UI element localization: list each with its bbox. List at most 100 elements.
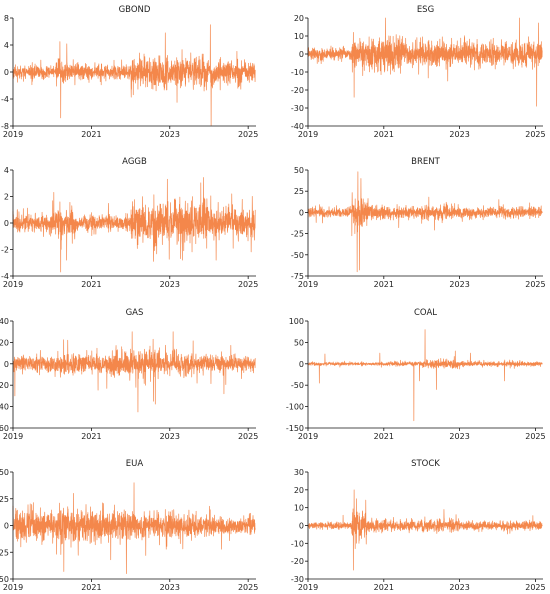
chart-title: COAL <box>414 308 437 318</box>
x-tick-label: 2019 <box>3 130 23 139</box>
chart-title: BRENT <box>411 157 440 167</box>
y-tick-label: 100 <box>289 317 304 326</box>
x-tick-label: 2023 <box>160 130 180 139</box>
y-tick-label: 0 <box>4 522 9 531</box>
x-tick-label: 2021 <box>81 130 101 139</box>
x-tick-label: 2021 <box>374 280 394 289</box>
x-tick-label: 2025 <box>525 432 545 441</box>
panel-aggb: AGGB -4 -2 0 2 4 2019 2021 2023 2025 <box>1 157 258 289</box>
panel-stock: STOCK -30 -20 -10 0 10 20 30 2019 2021 2023 2025 <box>291 459 546 592</box>
series-line <box>307 489 543 571</box>
chart-title: GBOND <box>119 5 151 15</box>
series-line <box>12 331 256 413</box>
x-tick-label: 2021 <box>374 130 394 139</box>
y-tick-label: -75 <box>291 272 304 281</box>
panel-coal: COAL -150 -100 -50 0 50 100 2019 2021 2023 2025 <box>286 308 546 441</box>
y-tick-label: -4 <box>1 95 9 104</box>
y-tick-label: -50 <box>291 381 304 390</box>
y-tick-label: 20 <box>0 338 9 347</box>
series-line <box>12 482 256 574</box>
chart-title: ESG <box>417 5 434 15</box>
x-tick-label: 2019 <box>3 432 23 441</box>
y-tick-label: 20 <box>294 486 304 495</box>
x-tick-label: 2023 <box>449 583 469 592</box>
y-tick-label: 50 <box>0 468 9 477</box>
y-tick-label: -100 <box>286 403 304 412</box>
x-tick-label: 2021 <box>374 583 394 592</box>
y-tick-label: -60 <box>0 424 9 433</box>
series-line <box>307 171 543 273</box>
y-tick-label: -4 <box>1 272 9 281</box>
panel-brent: BRENT -75 -50 -25 0 25 50 2019 2021 2023 2025 <box>291 157 546 289</box>
series-line <box>307 17 543 107</box>
y-tick-label: -30 <box>291 575 304 584</box>
y-tick-label: -2 <box>1 246 9 255</box>
y-tick-label: 4 <box>4 41 9 50</box>
y-tick-label: -150 <box>286 424 304 433</box>
y-tick-label: 40 <box>0 317 9 326</box>
x-tick-label: 2025 <box>238 130 258 139</box>
series-line <box>12 24 256 126</box>
y-tick-label: 10 <box>294 504 304 513</box>
y-tick-label: 8 <box>4 14 9 23</box>
x-tick-label: 2021 <box>81 432 101 441</box>
chart-title: AGGB <box>122 157 147 167</box>
x-tick-label: 2023 <box>160 280 180 289</box>
y-tick-label: 0 <box>299 208 304 217</box>
y-tick-label: -25 <box>291 230 304 239</box>
y-tick-label: 10 <box>294 32 304 41</box>
x-tick-label: 2023 <box>449 130 469 139</box>
y-tick-label: 25 <box>0 495 9 504</box>
y-tick-label: -8 <box>1 122 9 131</box>
y-tick-label: -10 <box>291 68 304 77</box>
x-tick-label: 2023 <box>160 583 180 592</box>
y-tick-label: 4 <box>4 166 9 175</box>
series-line <box>307 329 543 422</box>
y-tick-label: 0 <box>4 219 9 228</box>
x-tick-label: 2025 <box>238 280 258 289</box>
x-tick-label: 2025 <box>525 280 545 289</box>
y-tick-label: -20 <box>291 86 304 95</box>
chart-title: GAS <box>126 308 144 318</box>
panel-esg: ESG -40 -30 -20 -10 0 10 20 2019 2021 2023 2025 <box>291 5 546 139</box>
y-tick-label: -25 <box>0 548 9 557</box>
y-tick-label: 20 <box>294 14 304 23</box>
y-tick-label: 50 <box>294 338 304 347</box>
x-tick-label: 2023 <box>160 432 180 441</box>
x-tick-label: 2023 <box>449 432 469 441</box>
panel-gbond: GBOND -8 -4 0 4 8 2019 2021 2023 2025 <box>1 5 258 139</box>
x-tick-label: 2025 <box>525 130 545 139</box>
x-tick-label: 2019 <box>3 583 23 592</box>
y-tick-label: 25 <box>294 187 304 196</box>
y-tick-label: -50 <box>291 251 304 260</box>
x-tick-label: 2025 <box>238 583 258 592</box>
y-tick-label: 2 <box>4 193 9 202</box>
x-tick-label: 2019 <box>298 432 318 441</box>
y-tick-label: 0 <box>299 360 304 369</box>
chart-title: EUA <box>126 459 144 469</box>
y-tick-label: -40 <box>0 403 9 412</box>
x-tick-label: 2019 <box>298 130 318 139</box>
y-tick-label: -30 <box>291 104 304 113</box>
y-tick-label: -40 <box>291 122 304 131</box>
y-tick-label: 0 <box>299 522 304 531</box>
x-tick-label: 2021 <box>81 583 101 592</box>
chart-title: STOCK <box>411 459 440 469</box>
series-line <box>12 177 256 273</box>
x-tick-label: 2021 <box>374 432 394 441</box>
x-tick-label: 2025 <box>238 432 258 441</box>
y-tick-label: -10 <box>291 539 304 548</box>
y-tick-label: 30 <box>294 468 304 477</box>
x-tick-label: 2019 <box>3 280 23 289</box>
x-tick-label: 2019 <box>298 583 318 592</box>
panel-eua: EUA -50 -25 0 25 50 2019 2021 2023 2025 <box>0 459 258 592</box>
x-tick-label: 2025 <box>525 583 545 592</box>
y-tick-label: -20 <box>0 381 9 390</box>
x-tick-label: 2019 <box>298 280 318 289</box>
y-tick-label: 0 <box>299 50 304 59</box>
y-tick-label: -50 <box>0 575 9 584</box>
y-tick-label: 0 <box>4 68 9 77</box>
y-tick-label: 0 <box>4 360 9 369</box>
x-tick-label: 2021 <box>81 280 101 289</box>
